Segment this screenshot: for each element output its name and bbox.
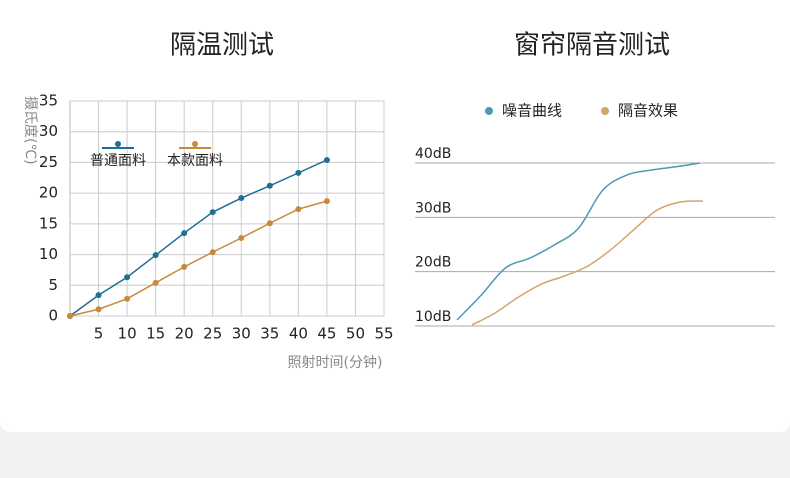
series-line	[69, 159, 328, 317]
data-point	[323, 198, 330, 205]
data-point	[152, 252, 159, 259]
series-line	[69, 200, 328, 317]
left-title: 隔温测试	[170, 31, 274, 61]
x-tick-label: 50	[346, 325, 365, 343]
y-tick-label: 15	[39, 214, 58, 232]
legend-dot	[485, 107, 493, 115]
data-point	[124, 274, 131, 281]
x-tick-label: 40	[289, 325, 308, 343]
data-point	[295, 206, 302, 213]
y-tick-label: 10dB	[415, 309, 451, 325]
x-tick-label: 45	[317, 325, 336, 343]
y-tick-label: 0	[48, 307, 58, 325]
data-point	[95, 292, 102, 299]
x-tick-label: 20	[175, 325, 194, 343]
legend-label: 噪音曲线	[502, 102, 562, 120]
data-point	[238, 234, 245, 241]
x-tick-label: 30	[232, 325, 251, 343]
x-tick-label: 5	[94, 325, 104, 343]
x-tick-label: 55	[374, 325, 393, 343]
y-tick-label: 10	[39, 245, 58, 263]
y-tick-label: 20	[39, 184, 58, 202]
y-tick-label: 35	[39, 92, 58, 110]
data-point	[295, 169, 302, 176]
data-point	[209, 249, 216, 256]
legend-dot	[115, 141, 121, 147]
data-point	[67, 313, 73, 319]
series-curve	[471, 200, 704, 326]
y-axis-label: 摄氏度(℃)	[22, 96, 38, 165]
legend-label: 隔音效果	[618, 102, 678, 120]
x-tick-label: 25	[203, 325, 222, 343]
x-tick-label: 10	[118, 325, 137, 343]
x-axis-label: 照射时间(分钟)	[288, 354, 383, 371]
legend-dot	[192, 141, 198, 147]
y-tick-label: 5	[48, 276, 58, 294]
series-curve	[456, 162, 701, 321]
data-point	[152, 279, 159, 286]
card	[0, 0, 790, 432]
y-tick-label: 25	[39, 153, 58, 171]
data-point	[95, 306, 102, 313]
data-point	[124, 295, 131, 302]
legend-dot	[601, 107, 609, 115]
x-tick-label: 15	[146, 325, 165, 343]
y-tick-label: 20dB	[415, 255, 451, 271]
y-tick-label: 30	[39, 122, 58, 140]
x-tick-label: 35	[260, 325, 279, 343]
data-point	[323, 156, 330, 163]
data-point	[266, 220, 273, 227]
y-tick-label: 30dB	[415, 200, 451, 216]
y-tick-label: 40dB	[415, 146, 451, 162]
data-point	[181, 263, 188, 270]
data-point	[209, 209, 216, 216]
legend-label: 普通面料	[90, 153, 146, 169]
data-point	[266, 182, 273, 189]
right-title: 窗帘隔音测试	[514, 31, 670, 61]
data-point	[181, 230, 188, 237]
legend-label: 本款面料	[167, 153, 223, 169]
data-point	[238, 195, 245, 202]
